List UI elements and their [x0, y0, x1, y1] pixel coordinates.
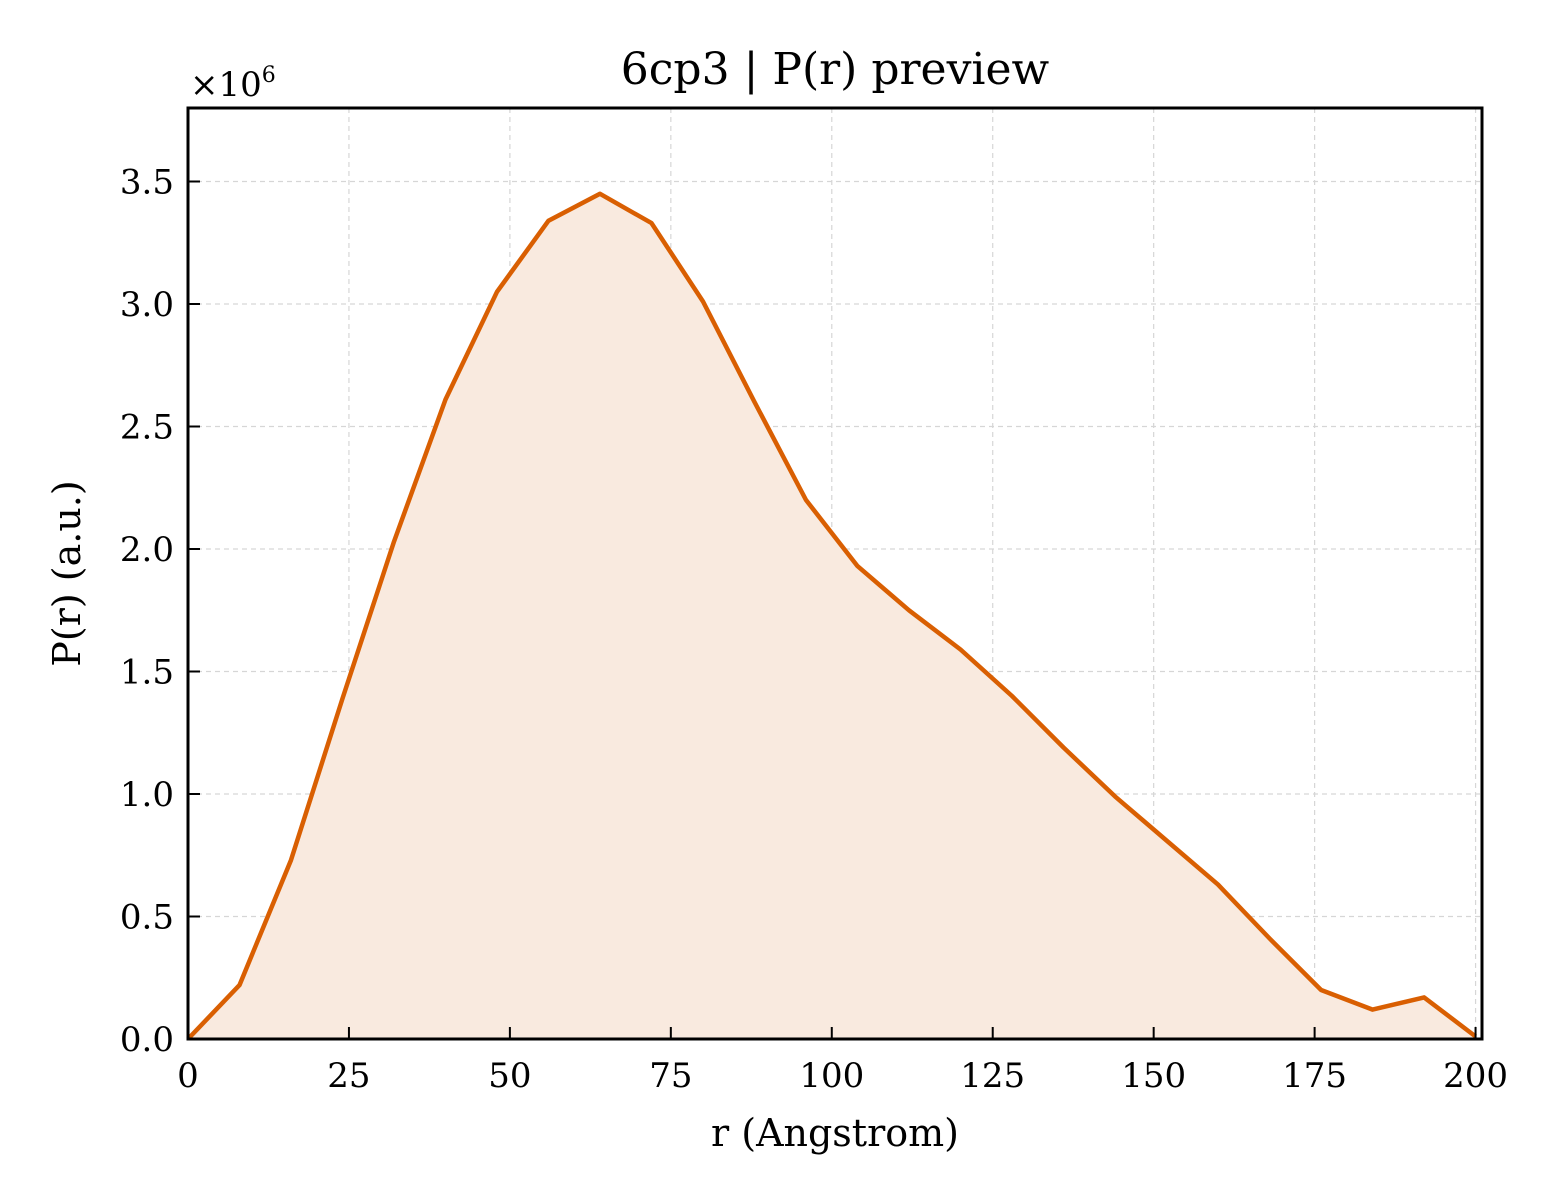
y-tick-label: 2.5 [120, 408, 174, 448]
y-axis-offset-label: ×106 [190, 63, 276, 105]
x-tick-label: 75 [649, 1056, 692, 1096]
y-tick-label: 3.0 [120, 285, 174, 325]
y-axis-label: P(r) (a.u.) [45, 480, 89, 666]
plot-frame [186, 106, 1484, 1041]
y-tick-label: 0.0 [120, 1020, 174, 1060]
x-tick-label: 175 [1282, 1056, 1347, 1096]
x-tick-label: 150 [1121, 1056, 1186, 1096]
y-tick-label: 2.0 [120, 530, 174, 570]
x-tick-label: 200 [1443, 1056, 1508, 1096]
x-tick-label: 0 [177, 1056, 199, 1096]
x-tick-label: 100 [799, 1056, 864, 1096]
y-tick-label: 0.5 [120, 898, 174, 938]
y-axis-offset-exponent: 6 [262, 63, 276, 88]
series-line [186, 191, 1477, 1041]
y-axis-offset-base: ×10 [190, 65, 262, 105]
chart-title: 6cp3 | P(r) preview [621, 44, 1050, 95]
x-tick-label: 50 [488, 1056, 531, 1096]
x-tick-label: 125 [960, 1056, 1025, 1096]
y-tick-label: 1.5 [120, 653, 174, 693]
axis-ticks [187, 180, 1477, 1040]
y-tick-label: 3.5 [120, 163, 174, 203]
x-tick-label: 25 [327, 1056, 370, 1096]
series-area-fill [188, 193, 1476, 1040]
y-tick-label: 1.0 [120, 775, 174, 815]
x-axis-label: r (Angstrom) [711, 1111, 959, 1155]
